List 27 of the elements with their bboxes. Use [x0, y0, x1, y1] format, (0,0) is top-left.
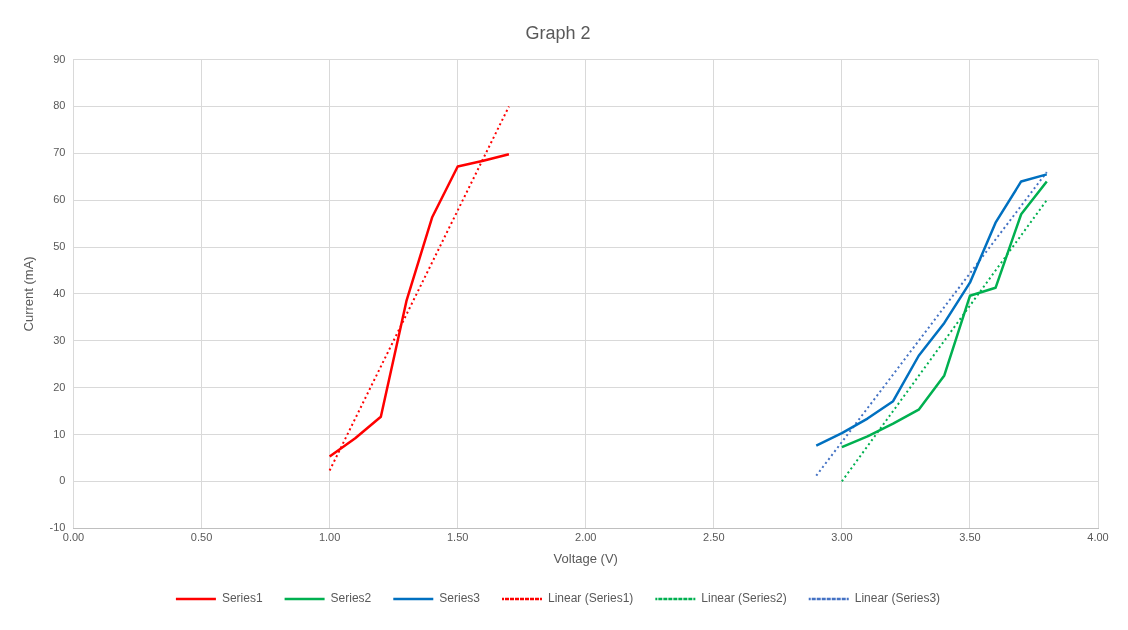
y-tick-label: 30 — [53, 333, 66, 346]
y-tick-label: 50 — [53, 240, 66, 253]
x-tick-label: 1.50 — [446, 530, 469, 543]
x-axis-title: Voltage (V) — [553, 550, 618, 566]
chart-title: Graph 2 — [525, 22, 591, 43]
y-tick-label: 60 — [53, 193, 66, 206]
x-tick-label: 2.00 — [575, 530, 597, 543]
y-tick-label: 20 — [53, 380, 66, 393]
x-tick-label: 0.50 — [190, 530, 213, 543]
y-tick-label: 10 — [53, 427, 66, 440]
x-tick-label: 2.50 — [703, 530, 725, 543]
y-tick-label: 90 — [53, 52, 66, 65]
legend-label: Linear (Series1) — [547, 591, 634, 606]
y-tick-label: 70 — [53, 146, 66, 159]
legend-label: Series3 — [439, 591, 481, 606]
y-tick-label: 80 — [53, 99, 66, 112]
x-tick-label: 4.00 — [1087, 530, 1109, 543]
legend-label: Linear (Series2) — [701, 591, 787, 606]
y-tick-label: 40 — [53, 286, 66, 299]
y-axis-title: Current (mA) — [21, 256, 37, 332]
legend-label: Series2 — [330, 591, 372, 606]
x-tick-label: 3.50 — [959, 530, 981, 543]
x-tick-label: 1.00 — [318, 530, 341, 543]
legend-label: Series1 — [221, 591, 263, 606]
x-tick-label: 3.00 — [831, 530, 853, 543]
y-tick-label: 0 — [59, 474, 66, 487]
legend-label: Linear (Series3) — [854, 591, 941, 606]
